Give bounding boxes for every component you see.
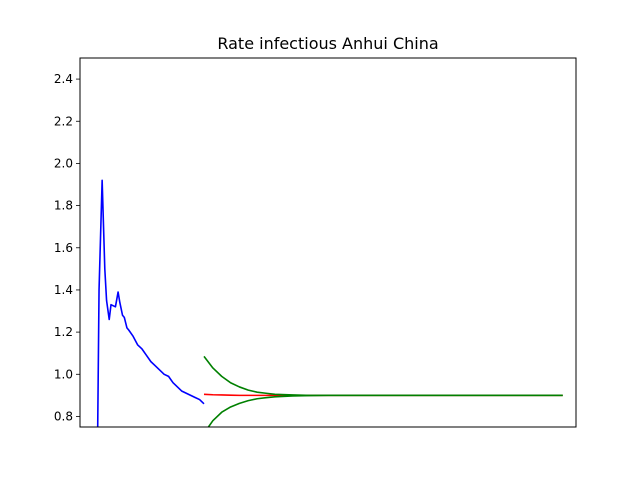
y-tick-label: 1.8 [54,199,73,213]
series-line-0 [96,179,205,427]
chart-title: Rate infectious Anhui China [217,34,438,53]
plot-area [96,179,563,427]
y-tick-label: 1.0 [54,367,73,381]
series-line-3 [207,394,563,427]
y-tick-label: 1.2 [54,325,73,339]
y-axis: 0.8 1.0 1.2 1.4 1.6 1.8 2.0 2.2 2.4 [54,72,80,423]
y-tick-label: 2.0 [54,156,73,170]
y-tick-label: 1.4 [54,283,73,297]
y-tick-label: 2.2 [54,114,73,128]
y-tick-label: 1.6 [54,241,73,255]
axes-frame [79,57,577,428]
y-tick-label: 0.8 [54,409,73,423]
y-tick-label: 2.4 [54,72,73,86]
